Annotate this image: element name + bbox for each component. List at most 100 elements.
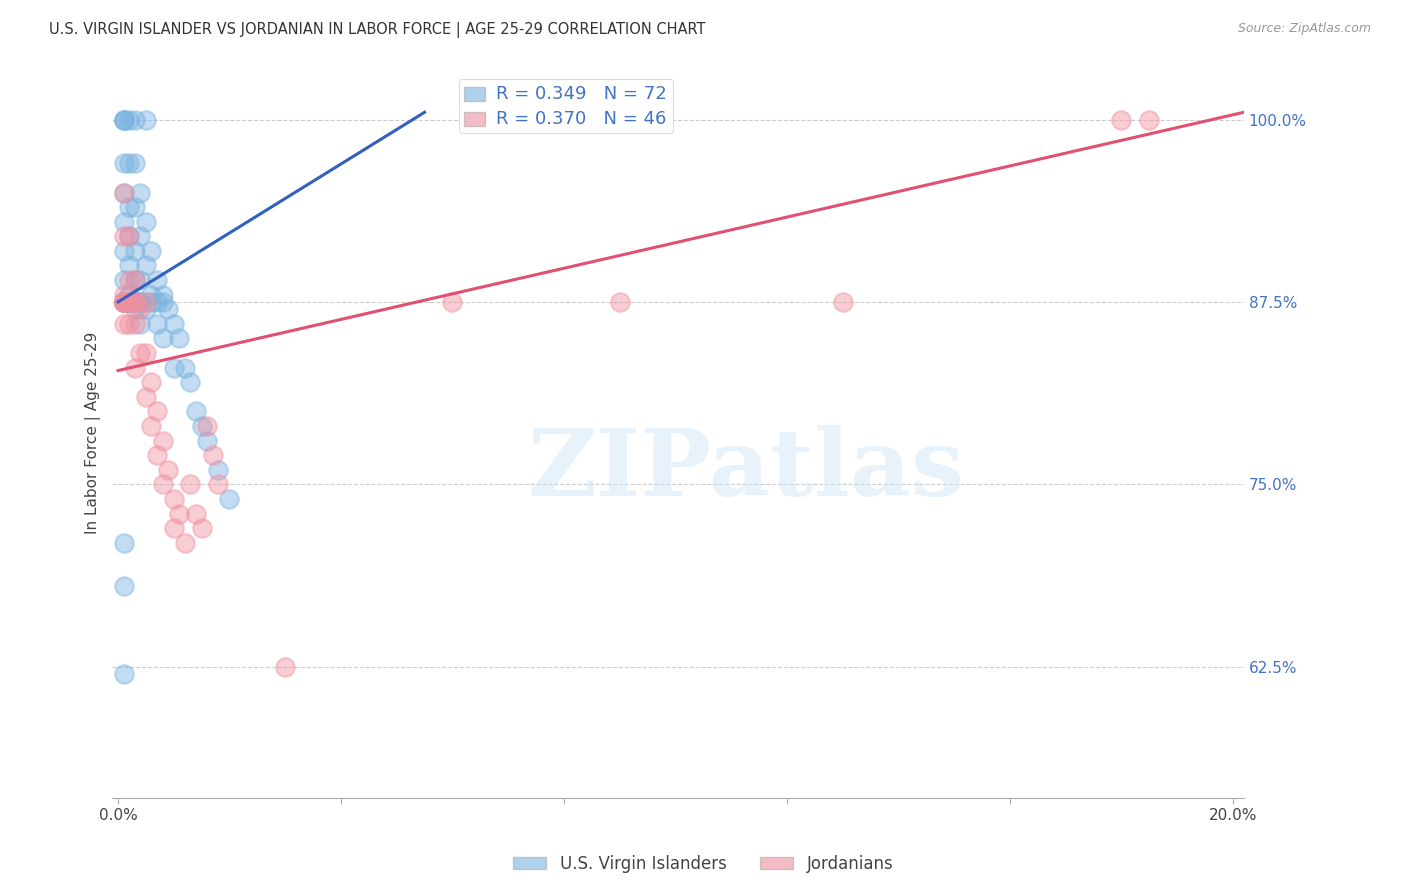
Point (124, 244, 146, 258)
Point (173, 535, 195, 549)
Point (112, 295, 135, 310)
Point (124, 295, 146, 310)
Point (118, 229, 141, 244)
Text: U.S. VIRGIN ISLANDER VS JORDANIAN IN LABOR FORCE | AGE 25-29 CORRELATION CHART: U.S. VIRGIN ISLANDER VS JORDANIAN IN LAB… (49, 22, 706, 38)
Point (152, 331, 174, 345)
Point (1109, 112, 1132, 127)
Point (118, 287, 141, 301)
Point (118, 295, 141, 310)
Point (135, 295, 157, 310)
Point (118, 273, 141, 287)
Point (141, 287, 163, 301)
Point (124, 156, 146, 170)
Point (118, 156, 141, 170)
Point (190, 521, 212, 535)
Point (112, 295, 135, 310)
Point (146, 404, 169, 418)
Point (112, 295, 135, 310)
Point (118, 200, 141, 214)
Point (112, 317, 135, 331)
Text: Source: ZipAtlas.com: Source: ZipAtlas.com (1237, 22, 1371, 36)
Point (112, 186, 135, 200)
Point (146, 273, 169, 287)
Point (118, 259, 141, 273)
Point (129, 295, 152, 310)
Point (112, 156, 135, 170)
Point (152, 287, 174, 301)
Point (118, 295, 141, 310)
Point (124, 273, 146, 287)
Point (129, 186, 152, 200)
Point (169, 331, 191, 345)
Point (112, 112, 135, 127)
Point (112, 295, 135, 310)
Point (118, 229, 141, 244)
Point (118, 295, 141, 310)
Point (163, 317, 186, 331)
Point (112, 295, 135, 310)
Point (207, 477, 229, 491)
Point (124, 302, 146, 317)
Point (163, 360, 186, 375)
Point (152, 295, 174, 310)
Point (118, 112, 141, 127)
Point (124, 295, 146, 310)
Point (124, 295, 146, 310)
Point (195, 434, 218, 448)
Point (112, 112, 135, 127)
Point (124, 295, 146, 310)
Point (141, 376, 163, 390)
Point (112, 215, 135, 229)
Point (190, 419, 212, 434)
Point (135, 302, 157, 317)
Point (135, 259, 157, 273)
Point (207, 463, 229, 477)
Y-axis label: In Labor Force | Age 25-29: In Labor Force | Age 25-29 (86, 332, 101, 534)
Point (112, 295, 135, 310)
Point (129, 229, 152, 244)
Point (124, 317, 146, 331)
Point (195, 419, 218, 434)
Point (112, 186, 135, 200)
Point (179, 376, 201, 390)
Point (163, 491, 186, 506)
Point (118, 295, 141, 310)
Point (129, 295, 152, 310)
Point (112, 295, 135, 310)
Point (163, 521, 186, 535)
Point (274, 659, 297, 673)
Point (609, 295, 631, 310)
Point (129, 273, 152, 287)
Point (112, 295, 135, 310)
Point (112, 580, 135, 594)
Point (141, 295, 163, 310)
Point (169, 507, 191, 521)
Point (112, 295, 135, 310)
Point (157, 302, 180, 317)
Point (146, 448, 169, 462)
Point (112, 295, 135, 310)
Point (112, 112, 135, 127)
Point (135, 215, 157, 229)
Point (135, 390, 157, 404)
Point (124, 360, 146, 375)
Point (124, 273, 146, 287)
Point (124, 112, 146, 127)
Point (146, 295, 169, 310)
Point (112, 295, 135, 310)
Point (218, 491, 240, 506)
Point (157, 463, 180, 477)
Point (173, 360, 195, 375)
Point (129, 295, 152, 310)
Point (112, 667, 135, 681)
Point (112, 229, 135, 244)
Point (124, 200, 146, 214)
Point (441, 295, 464, 310)
Point (141, 244, 163, 258)
Point (129, 302, 152, 317)
Point (201, 448, 224, 462)
Legend: U.S. Virgin Islanders, Jordanians: U.S. Virgin Islanders, Jordanians (506, 848, 900, 880)
Point (112, 273, 135, 287)
Point (112, 295, 135, 310)
Point (118, 295, 141, 310)
